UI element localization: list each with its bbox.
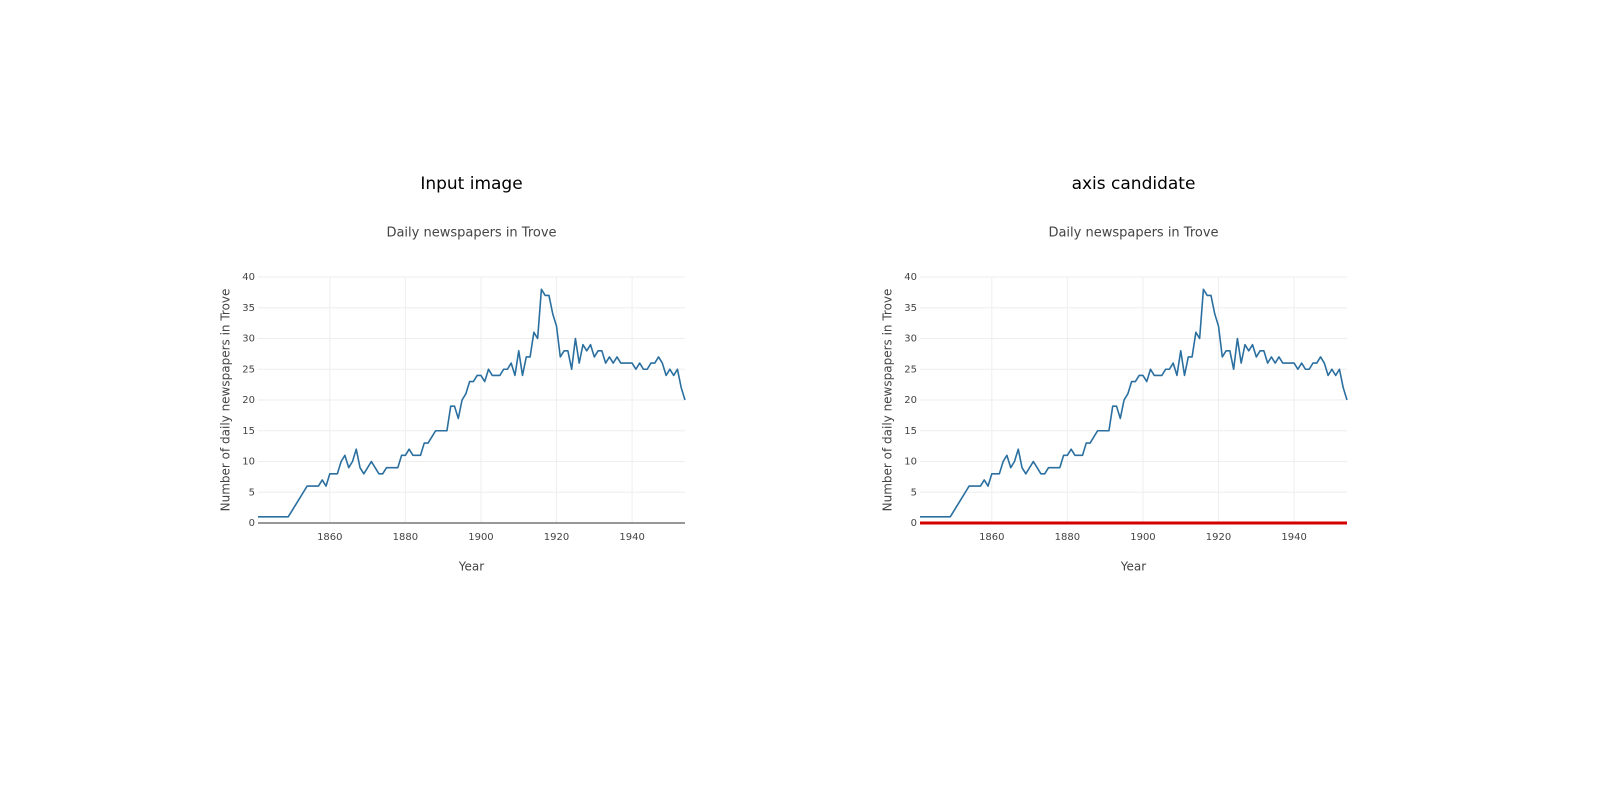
y-tick-label: 20 xyxy=(904,395,917,406)
data-line xyxy=(258,288,686,518)
y-tick-label: 0 xyxy=(911,518,917,529)
y-tick-label: 30 xyxy=(242,334,255,345)
y-tick-label: 10 xyxy=(904,457,917,468)
data-line xyxy=(920,288,1348,518)
y-tick-label: 25 xyxy=(904,364,917,375)
y-tick-label: 20 xyxy=(242,395,255,406)
x-tick-label: 1860 xyxy=(979,532,1004,543)
x-tick-label: 1920 xyxy=(1206,532,1231,543)
x-tick-label: 1880 xyxy=(1055,532,1080,543)
panel-heading: Input image xyxy=(420,174,522,194)
y-tick-label: 30 xyxy=(904,334,917,345)
x-tick-label: 1880 xyxy=(393,532,418,543)
x-tick-label: 1900 xyxy=(1130,532,1155,543)
y-tick-label: 35 xyxy=(904,303,917,314)
y-tick-label: 40 xyxy=(242,272,255,283)
y-tick-label: 35 xyxy=(242,303,255,314)
y-axis-label: Number of daily newspapers in Trove xyxy=(881,289,895,512)
x-tick-label: 1940 xyxy=(1281,532,1306,543)
y-tick-label: 5 xyxy=(249,487,255,498)
y-axis-label: Number of daily newspapers in Trove xyxy=(219,289,233,512)
x-tick-label: 1860 xyxy=(317,532,342,543)
x-tick-label: 1900 xyxy=(468,532,493,543)
x-axis-label: Year xyxy=(1120,560,1146,574)
x-tick-label: 1940 xyxy=(619,532,644,543)
y-tick-label: 10 xyxy=(242,457,255,468)
y-tick-label: 25 xyxy=(242,364,255,375)
x-axis-label: Year xyxy=(458,560,484,574)
y-tick-label: 0 xyxy=(249,518,255,529)
y-tick-label: 15 xyxy=(242,426,255,437)
chart-title: Daily newspapers in Trove xyxy=(386,226,556,241)
x-tick-label: 1920 xyxy=(544,532,569,543)
panel-heading: axis candidate xyxy=(1072,174,1196,194)
y-tick-label: 5 xyxy=(911,487,917,498)
y-tick-label: 15 xyxy=(904,426,917,437)
y-tick-label: 40 xyxy=(904,272,917,283)
chart-title: Daily newspapers in Trove xyxy=(1048,226,1218,241)
